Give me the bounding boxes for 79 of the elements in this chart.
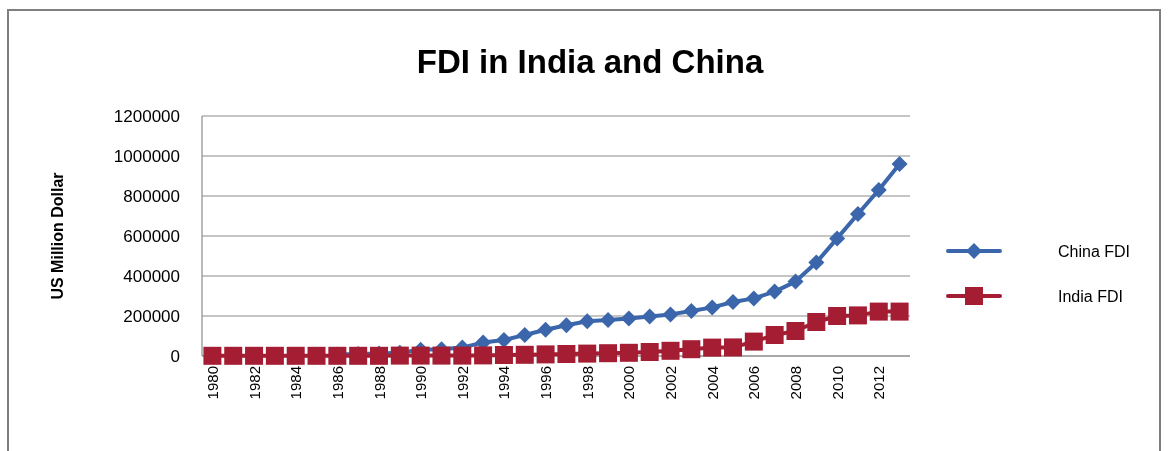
point (265, 346, 284, 365)
point (828, 307, 847, 325)
y-tick-label: 1200000 (113, 106, 180, 126)
x-tick-label: 2012 (870, 366, 888, 400)
x-tick-label: 2002 (662, 366, 680, 400)
point (619, 343, 638, 362)
point (870, 182, 887, 198)
y-tick-label: 1000000 (113, 146, 180, 166)
point (849, 206, 866, 222)
x-tick-label: 1988 (370, 366, 388, 400)
point (474, 346, 493, 365)
x-tick-label: 1996 (537, 366, 555, 400)
point (620, 310, 637, 327)
y-tick-label: 400000 (123, 266, 180, 286)
point (516, 327, 533, 343)
point (641, 308, 658, 325)
point (724, 338, 742, 357)
point (891, 156, 908, 172)
point (744, 332, 763, 351)
point (453, 346, 472, 365)
text: India FDI (1058, 287, 1123, 305)
point (286, 346, 305, 365)
point (829, 230, 846, 247)
x-tick-label: 1984 (287, 366, 305, 400)
x-tick-label: 1998 (578, 366, 596, 400)
point (640, 343, 659, 361)
y-tick-label: 0 (170, 346, 180, 366)
x-tick-label: 2008 (786, 366, 804, 400)
x-tick-label: 1992 (453, 366, 471, 400)
text: China FDI (1058, 242, 1131, 260)
point (600, 312, 617, 328)
x-tick-label: 1990 (412, 366, 430, 400)
point (537, 321, 554, 338)
point (787, 273, 804, 290)
x-tick-label: 2010 (828, 366, 846, 400)
point (411, 346, 430, 365)
x-tick-label: 1986 (328, 366, 346, 400)
point (765, 326, 784, 344)
point (745, 290, 762, 307)
y-tick-label: 600000 (123, 226, 180, 246)
x-tick-label: 2004 (703, 366, 721, 400)
point (766, 283, 783, 300)
chart-title: FDI in India and China (416, 43, 764, 80)
point (515, 345, 534, 364)
point (557, 345, 576, 363)
point (682, 340, 701, 359)
point (703, 338, 722, 357)
point (807, 313, 826, 331)
point (848, 306, 867, 325)
point (432, 346, 451, 365)
point (578, 344, 597, 363)
x-tick-label: 1980 (203, 366, 221, 400)
point (536, 345, 555, 364)
point (558, 317, 575, 334)
point (494, 346, 513, 364)
point (579, 313, 596, 330)
point (683, 303, 700, 319)
point (869, 302, 888, 321)
point (890, 302, 909, 321)
y-tick-label: 200000 (123, 306, 180, 326)
x-tick-label: 2006 (745, 366, 763, 400)
y-tick-label: 800000 (123, 186, 180, 206)
point (662, 306, 679, 323)
point (203, 346, 222, 365)
point (495, 332, 512, 348)
point (786, 322, 805, 340)
point (599, 344, 618, 363)
point (808, 254, 825, 271)
point (661, 341, 680, 360)
point (224, 346, 243, 365)
x-tick-label: 2000 (620, 366, 638, 400)
point (245, 346, 264, 365)
x-tick-label: 1994 (495, 366, 513, 400)
point (390, 346, 409, 365)
point (704, 299, 721, 316)
x-tick-label: 1982 (245, 366, 263, 400)
y-axis-title: US Million Dollar (48, 172, 66, 300)
point (725, 294, 741, 310)
point (307, 346, 326, 365)
